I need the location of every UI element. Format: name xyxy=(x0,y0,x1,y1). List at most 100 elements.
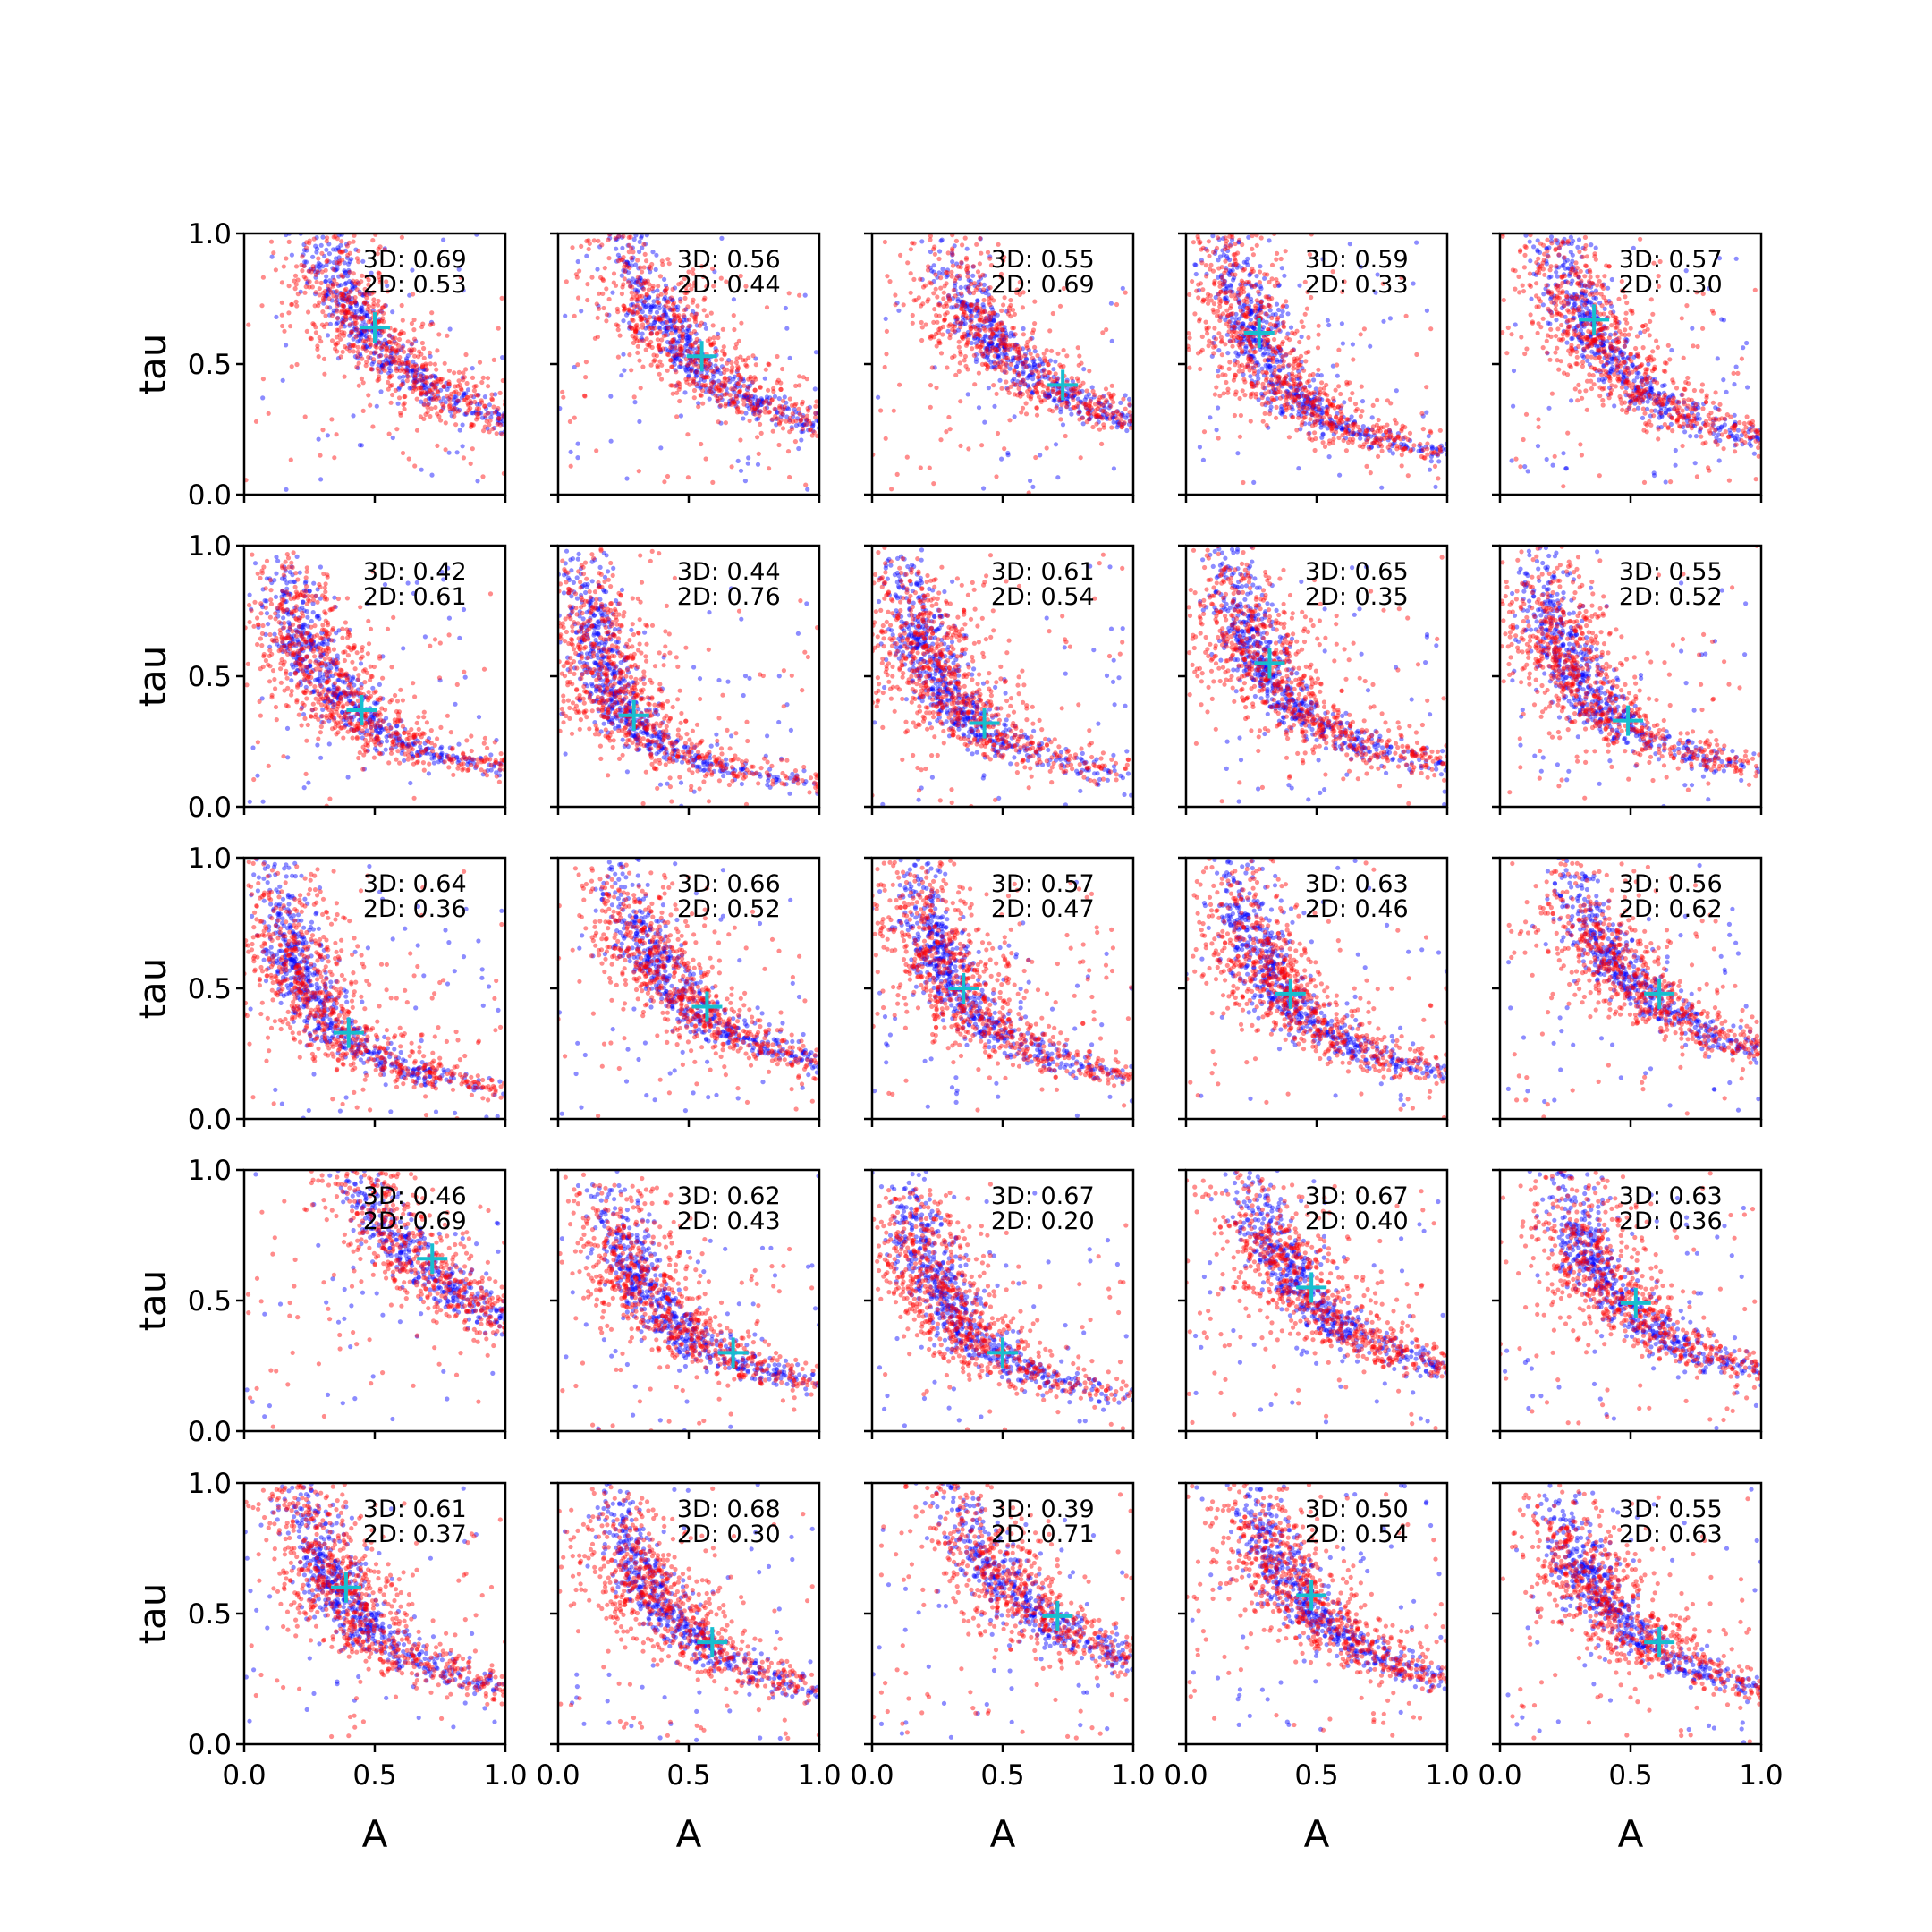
point-2d xyxy=(962,309,967,315)
point-3d xyxy=(1253,337,1258,343)
point-3d xyxy=(1029,369,1034,374)
point-3d xyxy=(1548,274,1554,279)
point-3d xyxy=(405,364,411,369)
point-2d xyxy=(1309,411,1315,417)
point-3d xyxy=(1223,317,1228,323)
point-3d xyxy=(639,284,644,290)
point-2d xyxy=(1117,420,1123,426)
point-3d xyxy=(350,295,355,301)
point-2d xyxy=(992,360,997,366)
point-3d xyxy=(801,428,806,434)
point-2d xyxy=(330,284,335,289)
point-2d xyxy=(376,275,381,280)
point-3d xyxy=(1601,362,1606,369)
point-2d xyxy=(1004,369,1009,375)
point-3d xyxy=(654,252,659,258)
point-2d xyxy=(473,392,479,397)
point-3d xyxy=(715,331,721,336)
point-2d xyxy=(484,419,489,424)
point-3d xyxy=(563,313,568,318)
point-3d xyxy=(1286,391,1292,396)
point-3d xyxy=(1430,445,1436,451)
point-2d xyxy=(671,312,677,318)
point-3d xyxy=(674,352,680,359)
point-2d xyxy=(651,359,657,364)
point-3d xyxy=(1426,434,1431,439)
point-3d xyxy=(369,270,374,275)
point-3d xyxy=(371,359,377,365)
point-3d xyxy=(699,377,704,382)
point-3d xyxy=(1259,366,1265,371)
point-3d xyxy=(1102,405,1107,411)
point-2d xyxy=(1015,346,1021,352)
point-2d xyxy=(1069,387,1074,393)
point-3d xyxy=(931,263,936,268)
point-3d xyxy=(708,386,713,392)
point-3d xyxy=(415,367,420,373)
point-2d xyxy=(364,295,369,301)
point-3d xyxy=(428,353,433,359)
point-2d xyxy=(1292,331,1298,336)
point-3d xyxy=(1561,328,1566,334)
point-3d xyxy=(311,267,317,272)
point-2d xyxy=(1305,397,1310,402)
point-3d xyxy=(1280,309,1285,314)
point-3d xyxy=(1095,415,1100,420)
point-3d xyxy=(1576,294,1581,300)
point-3d xyxy=(712,269,717,275)
point-3d xyxy=(342,293,347,299)
point-3d xyxy=(1240,309,1245,315)
point-3d xyxy=(441,237,446,242)
point-2d xyxy=(456,391,462,396)
point-3d xyxy=(375,338,380,343)
point-3d xyxy=(1004,358,1011,363)
point-2d xyxy=(1296,402,1301,407)
point-2d xyxy=(1199,247,1204,252)
point-2d xyxy=(893,292,898,298)
point-2d xyxy=(958,265,963,270)
point-3d xyxy=(651,303,657,309)
point-2d xyxy=(1096,397,1101,402)
point-2d xyxy=(1315,418,1320,423)
point-3d xyxy=(678,359,683,364)
point-3d xyxy=(1606,360,1611,366)
point-2d xyxy=(1000,341,1005,346)
point-2d xyxy=(1420,447,1426,453)
point-2d xyxy=(288,324,293,329)
point-2d xyxy=(942,318,947,323)
point-3d xyxy=(352,283,358,288)
point-3d xyxy=(751,411,757,416)
point-3d xyxy=(1213,294,1218,301)
point-3d xyxy=(495,418,501,423)
point-2d xyxy=(999,336,1004,342)
point-2d xyxy=(681,331,686,336)
point-2d xyxy=(878,408,884,413)
point-3d xyxy=(410,369,415,374)
point-3d xyxy=(383,358,388,363)
point-3d xyxy=(1365,426,1370,431)
point-2d xyxy=(1271,386,1276,392)
point-2d xyxy=(1097,413,1102,419)
point-2d xyxy=(647,342,652,347)
point-3d xyxy=(661,330,666,336)
point-2d xyxy=(1034,412,1040,418)
point-3d xyxy=(731,377,736,382)
point-2d xyxy=(496,326,501,331)
point-3d xyxy=(1313,406,1318,411)
point-2d xyxy=(490,426,496,432)
point-3d xyxy=(987,254,993,259)
point-3d xyxy=(1707,285,1712,292)
point-2d xyxy=(1325,397,1330,403)
point-3d xyxy=(421,376,427,381)
point-2d xyxy=(336,327,342,333)
point-3d xyxy=(965,287,970,292)
point-3d xyxy=(960,299,965,304)
point-2d xyxy=(1292,377,1297,384)
point-3d xyxy=(992,334,997,339)
point-2d xyxy=(950,323,955,328)
point-2d xyxy=(388,400,394,405)
point-2d xyxy=(797,292,802,298)
point-2d xyxy=(718,402,724,408)
point-2d xyxy=(1253,305,1258,311)
